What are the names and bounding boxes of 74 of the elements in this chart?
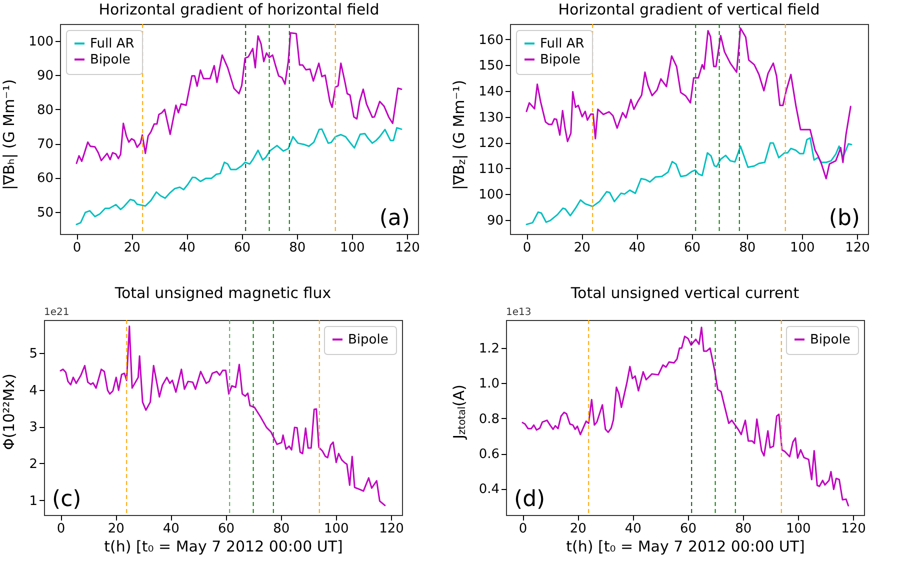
x-tick-label: 40 (624, 522, 642, 536)
x-axis-title: t(h) [t₀ = May 7 2012 00:00 UT] (104, 538, 343, 556)
annotation: (c) (52, 487, 82, 512)
x-tick-label: 80 (739, 240, 756, 256)
x-tick-label: 80 (273, 522, 290, 536)
x-tick-label: 20 (570, 522, 586, 536)
x-tick-label: 20 (108, 522, 124, 536)
line-series (76, 32, 402, 164)
y-tick-label: 60 (36, 171, 54, 186)
x-tick-label: 120 (395, 240, 420, 256)
x-tick-label: 120 (379, 522, 404, 536)
x-axis-title: t(h) [t₀ = May 7 2012 00:00 UT] (566, 538, 805, 556)
x-tick-label: 60 (680, 522, 697, 536)
text: 1e13 (506, 307, 532, 318)
y-tick-label: 1 (29, 494, 38, 509)
legend-label: Full AR (540, 36, 584, 52)
y-tick-label: 110 (478, 162, 504, 177)
x-tick-label: 0 (522, 240, 532, 256)
y-tick-label: 100 (28, 34, 54, 50)
y-tick-label: 0.8 (478, 412, 500, 427)
x-tick-label: 20 (124, 240, 140, 256)
legend-label: Bipole (90, 52, 130, 68)
x-tick-label: 80 (735, 522, 752, 536)
annotation: (d) (514, 487, 546, 512)
y-axis-title: Φ(10²²Mx) (0, 372, 19, 452)
y-tick-label: 3 (29, 420, 38, 436)
y-tick-label: 90 (486, 213, 504, 228)
y-tick-label: 150 (478, 58, 504, 74)
x-tick-label: 60 (684, 240, 701, 256)
text: 1e21 (44, 307, 70, 318)
legend-label: Bipole (348, 332, 388, 348)
y-tick-label: 70 (36, 137, 54, 152)
chart-title: Total unsigned vertical current (570, 284, 800, 302)
y-tick-label: 0.6 (478, 447, 500, 462)
x-tick-label: 100 (786, 522, 811, 536)
y-tick-label: 1.0 (478, 376, 500, 392)
x-tick-label: 20 (574, 240, 590, 256)
y-tick-label: 90 (36, 68, 54, 84)
y-tick-label: 160 (478, 32, 504, 48)
x-tick-label: 0 (518, 522, 528, 536)
y-tick-label: 140 (478, 84, 504, 100)
chart-title: Total unsigned magnetic flux (114, 284, 332, 302)
x-tick-label: 0 (56, 522, 66, 536)
x-tick-label: 120 (845, 240, 870, 256)
y-tick-label: 4 (29, 383, 38, 398)
y-tick-label: 120 (478, 136, 504, 152)
y-tick-label: 0.4 (478, 482, 500, 498)
y-tick-label: 50 (36, 205, 54, 220)
chart-title: Horizontal gradient of horizontal field (98, 0, 380, 18)
x-tick-label: 120 (841, 522, 866, 536)
annotation: (a) (379, 206, 410, 231)
y-tick-label: 2 (29, 456, 38, 472)
legend-label: Full AR (90, 36, 134, 52)
y-axis-title: |∇Bₕ| (G Mm⁻¹) (0, 78, 19, 192)
y-tick-label: 130 (478, 110, 504, 126)
x-tick-label: 60 (218, 522, 235, 536)
x-tick-label: 100 (790, 240, 815, 256)
x-tick-label: 60 (234, 240, 251, 256)
y-tick-label: 5 (29, 346, 38, 362)
x-tick-label: 100 (340, 240, 365, 256)
chart-title: Horizontal gradient of vertical field (558, 0, 820, 18)
legend-label: Bipole (540, 52, 580, 68)
x-tick-label: 40 (178, 240, 196, 256)
y-tick-label: 80 (36, 102, 54, 118)
x-tick-label: 100 (324, 522, 349, 536)
x-tick-label: 80 (289, 240, 306, 256)
x-tick-label: 40 (628, 240, 646, 256)
y-tick-label: 1.2 (478, 342, 500, 357)
y-tick-label: 100 (478, 188, 504, 203)
x-tick-label: 40 (162, 522, 180, 536)
line-series (526, 27, 852, 180)
annotation: (b) (828, 206, 860, 231)
legend-label: Bipole (810, 332, 850, 348)
x-tick-label: 0 (72, 240, 82, 256)
